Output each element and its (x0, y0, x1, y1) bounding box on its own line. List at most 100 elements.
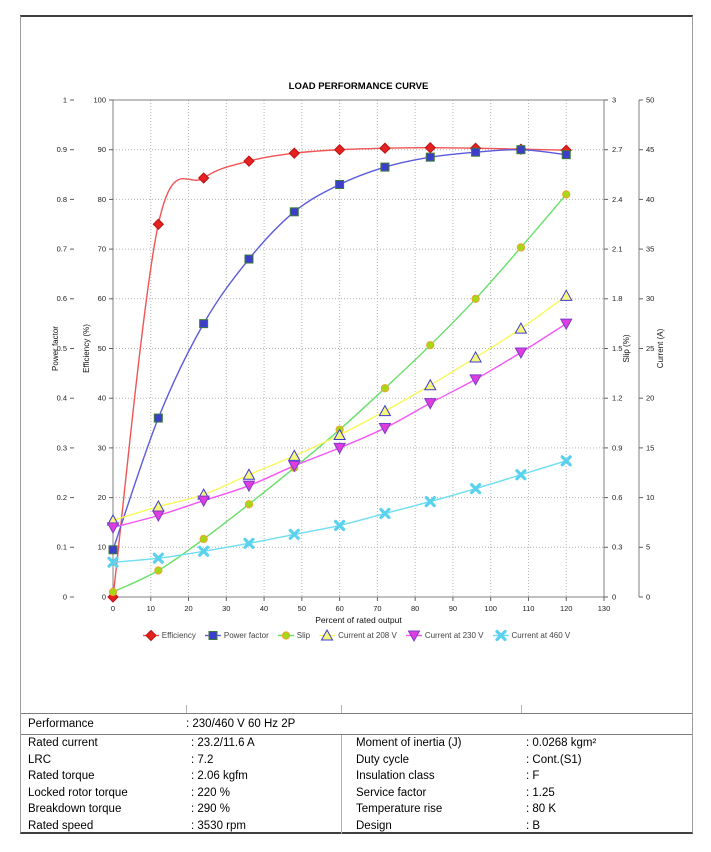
x-tick-label: 130 (598, 604, 611, 613)
chart-legend: Efficiency Power factor Slip Current at 208… (21, 629, 692, 642)
efficiency-tick-label: 100 (93, 95, 106, 104)
legend-item: Power factor (204, 629, 269, 642)
x-tick-label: 30 (222, 604, 230, 613)
legend-item: Slip (277, 629, 310, 642)
legend-label: Current at 208 V (338, 631, 397, 640)
data-point-circle (108, 587, 118, 597)
power_factor-tick-label: 0.7 (57, 245, 67, 254)
current-axis-title: Current (A) (656, 328, 665, 368)
x-tick-label: 20 (184, 604, 192, 613)
efficiency-tick-label: 70 (98, 245, 106, 254)
spec-value: : 23.2/11.6 A (191, 737, 255, 749)
x-tick-label: 110 (522, 604, 534, 613)
data-point-square (244, 254, 254, 264)
slip-tick-label: 0.9 (612, 443, 622, 452)
series-line-current-at-208-v (112, 295, 567, 522)
data-point-x (560, 455, 572, 467)
legend-label: Current at 230 V (424, 631, 484, 640)
spec-table: Performance : 230/460 V 60 Hz 2P Rated c… (21, 705, 692, 834)
power_factor-tick-label: 0.6 (57, 294, 67, 303)
slip-tick-label: 2.7 (612, 145, 622, 154)
current-tick-label: 45 (646, 145, 654, 154)
slip-tick-label: 0.3 (612, 543, 622, 552)
data-point-triangle-up (242, 468, 256, 480)
data-point-triangle-down (407, 630, 421, 642)
spec-label: Rated torque (28, 770, 95, 782)
data-point-triangle-up (469, 350, 482, 363)
current-tick-label: 25 (646, 344, 654, 353)
spec-label: Locked rotor torque (28, 786, 128, 799)
x-marker-icon (492, 629, 509, 642)
spec-label: Duty cycle (341, 751, 521, 768)
x-tick-label: 40 (260, 604, 268, 613)
spec-label: Breakdown torque (28, 803, 122, 815)
data-point-circle (562, 190, 571, 199)
spec-label: Moment of inertia (J) (341, 735, 521, 752)
spec-value: : 80 K (526, 803, 557, 815)
data-point-triangle-up (333, 428, 346, 440)
power_factor-tick-label: 0.5 (57, 344, 67, 353)
table-divider (186, 705, 187, 713)
circle-marker-icon (277, 631, 294, 640)
current-tick-label: 50 (646, 95, 654, 104)
spec-value: : F (526, 770, 540, 782)
data-point-x (379, 507, 391, 520)
slip-tick-label: 3 (612, 95, 616, 104)
slip-tick-label: 0.6 (612, 493, 622, 502)
data-point-triangle-up (320, 629, 334, 641)
x-tick-label: 50 (298, 604, 306, 613)
power_factor-tick-label: 0.3 (57, 443, 67, 452)
legend-item: Efficiency (142, 629, 196, 642)
power_factor-axis-title: Power factor (51, 326, 60, 371)
data-point-triangle-down (423, 398, 437, 410)
diamond-marker-icon (142, 629, 159, 642)
legend-item: Current at 460 V (492, 629, 571, 642)
slip-tick-label: 1.8 (612, 294, 622, 303)
data-point-circle (199, 534, 208, 544)
x-tick-label: 70 (373, 604, 381, 613)
slip-tick-label: 2.1 (612, 245, 622, 254)
spec-value: : 0.0268 kgm² (526, 737, 597, 749)
data-point-diamond (424, 142, 436, 154)
data-point-triangle-up (423, 378, 437, 391)
data-point-triangle-down (469, 374, 482, 386)
current-tick-label: 15 (646, 443, 654, 452)
spec-value: : 7.2 (191, 753, 214, 766)
data-point-square (516, 145, 526, 155)
data-point-triangle-down (197, 495, 210, 508)
data-point-x (288, 528, 300, 540)
x-tick-label: 10 (147, 604, 155, 613)
data-point-triangle-down (333, 442, 346, 455)
power_factor-tick-label: 0 (63, 592, 67, 601)
data-point-triangle-up (378, 404, 392, 417)
efficiency-axis-title: Efficiency (%) (82, 324, 91, 373)
data-point-square (561, 150, 571, 160)
legend-item: Current at 208 V (319, 629, 397, 642)
spec-value: : B (526, 819, 541, 832)
data-point-triangle-down (287, 460, 301, 473)
legend-label: Current at 460 V (511, 631, 571, 640)
current-tick-label: 35 (646, 245, 654, 254)
power_factor-tick-label: 0.9 (57, 145, 67, 154)
data-point-x (494, 629, 507, 642)
figure-box: 0 0.1 0.2 0.3 0.4 0.5 0.6 0.7 0.8 0.9 1 Power facto… (20, 15, 693, 834)
current-tick-label: 10 (646, 493, 654, 502)
data-point-x (424, 495, 436, 508)
data-point-square (208, 631, 218, 640)
data-point-triangle-down (151, 510, 165, 523)
spec-value: : Cont.(S1) (526, 753, 582, 766)
data-point-square (108, 545, 118, 555)
data-point-triangle-down (559, 318, 573, 331)
data-point-diamond (379, 142, 391, 154)
chart-title: LOAD PERFORMANCE CURVE (289, 81, 429, 92)
spec-label: Temperature rise (341, 801, 521, 818)
slip-tick-label: 0 (612, 592, 616, 601)
x-tick-label: 90 (449, 604, 457, 613)
efficiency-tick-label: 90 (98, 145, 106, 154)
current-tick-label: 5 (646, 543, 650, 552)
efficiency-tick-label: 20 (98, 493, 106, 502)
current-tick-label: 0 (646, 592, 650, 601)
data-point-circle (244, 500, 254, 509)
data-point-x (198, 545, 210, 557)
square-marker-icon (204, 631, 221, 640)
